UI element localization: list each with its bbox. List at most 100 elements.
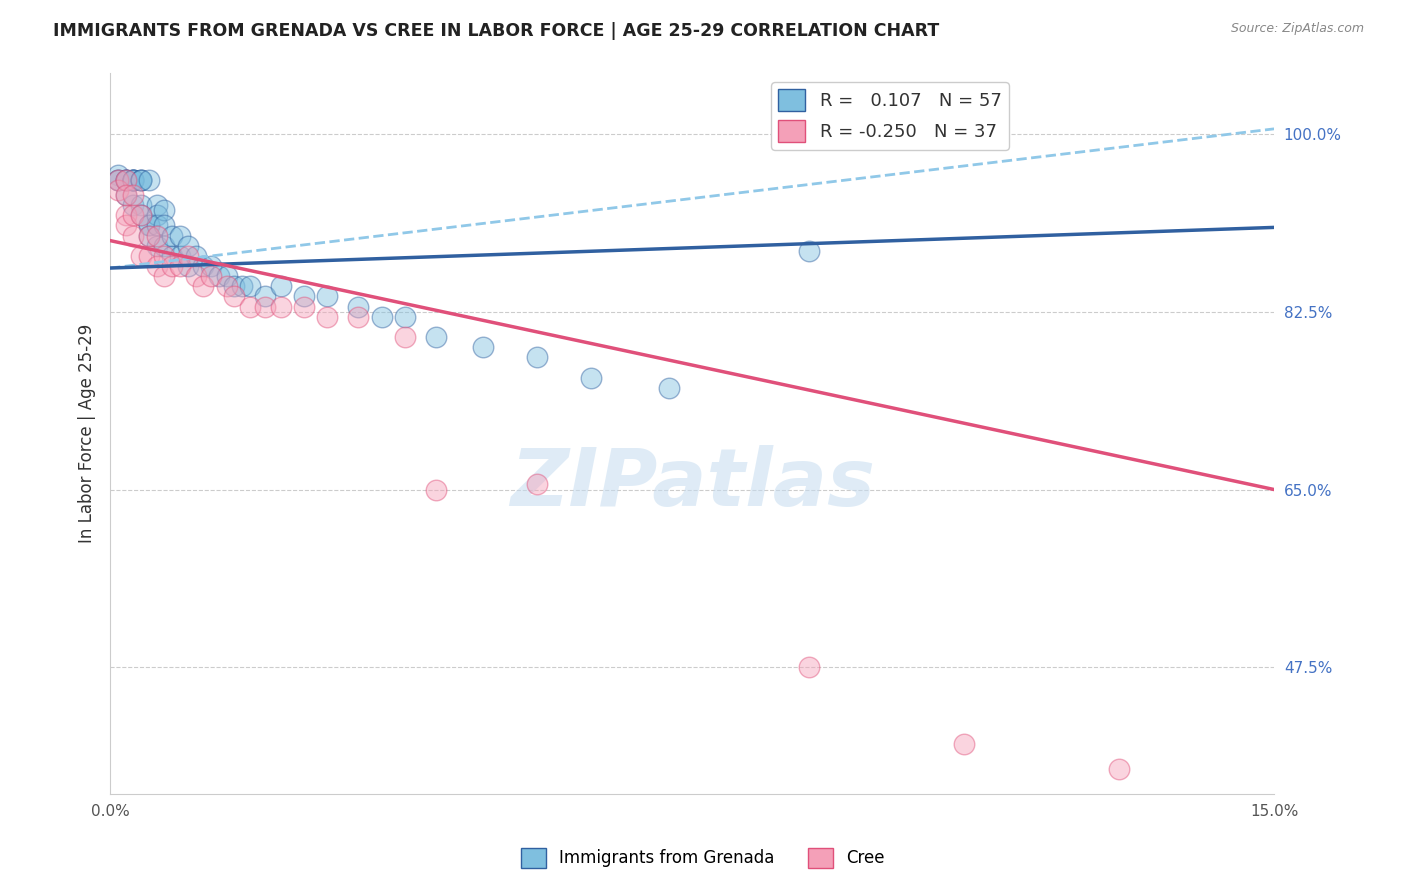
Point xyxy=(114,187,136,202)
Point xyxy=(316,289,339,303)
Point xyxy=(129,208,152,222)
Point xyxy=(371,310,394,324)
Point xyxy=(114,187,136,202)
Point xyxy=(292,289,315,303)
Point xyxy=(425,483,447,497)
Point xyxy=(138,172,160,186)
Point xyxy=(184,249,207,263)
Point xyxy=(347,300,370,314)
Legend: Immigrants from Grenada, Cree: Immigrants from Grenada, Cree xyxy=(515,841,891,875)
Point xyxy=(145,219,167,233)
Point xyxy=(145,208,167,222)
Point xyxy=(153,203,176,218)
Point xyxy=(122,172,145,186)
Point xyxy=(177,259,200,273)
Point xyxy=(122,172,145,186)
Point xyxy=(129,249,152,263)
Point xyxy=(169,228,191,243)
Point xyxy=(129,172,152,186)
Point xyxy=(138,228,160,243)
Point xyxy=(270,300,292,314)
Point xyxy=(153,238,176,252)
Point xyxy=(122,172,145,186)
Point xyxy=(122,172,145,186)
Point xyxy=(129,172,152,186)
Point xyxy=(107,172,129,186)
Point xyxy=(114,172,136,186)
Text: IMMIGRANTS FROM GRENADA VS CREE IN LABOR FORCE | AGE 25-29 CORRELATION CHART: IMMIGRANTS FROM GRENADA VS CREE IN LABOR… xyxy=(53,22,939,40)
Point xyxy=(107,172,129,186)
Point xyxy=(129,208,152,222)
Point xyxy=(347,310,370,324)
Point xyxy=(160,249,183,263)
Point xyxy=(425,330,447,344)
Point xyxy=(224,279,246,293)
Point xyxy=(107,172,129,186)
Point xyxy=(138,228,160,243)
Point xyxy=(122,198,145,212)
Point xyxy=(145,238,167,252)
Point xyxy=(316,310,339,324)
Point xyxy=(129,198,152,212)
Point xyxy=(231,279,253,293)
Point xyxy=(658,381,681,395)
Point xyxy=(160,228,183,243)
Point xyxy=(215,279,238,293)
Point xyxy=(1108,762,1130,776)
Text: Source: ZipAtlas.com: Source: ZipAtlas.com xyxy=(1230,22,1364,36)
Point xyxy=(526,477,548,491)
Point xyxy=(122,208,145,222)
Point xyxy=(169,249,191,263)
Point xyxy=(122,187,145,202)
Point xyxy=(160,259,183,273)
Point xyxy=(122,172,145,186)
Point xyxy=(208,269,231,284)
Point xyxy=(114,208,136,222)
Point xyxy=(153,219,176,233)
Point xyxy=(138,219,160,233)
Point xyxy=(270,279,292,293)
Point xyxy=(200,259,222,273)
Point xyxy=(177,238,200,252)
Point xyxy=(177,249,200,263)
Point xyxy=(129,172,152,186)
Point xyxy=(107,168,129,182)
Point xyxy=(394,330,416,344)
Point xyxy=(394,310,416,324)
Text: ZIPatlas: ZIPatlas xyxy=(509,445,875,523)
Point xyxy=(114,172,136,186)
Point xyxy=(797,660,820,674)
Point xyxy=(122,228,145,243)
Point xyxy=(239,300,262,314)
Point xyxy=(114,219,136,233)
Point xyxy=(239,279,262,293)
Point xyxy=(581,371,603,385)
Point xyxy=(138,219,160,233)
Point xyxy=(952,737,974,751)
Point xyxy=(114,172,136,186)
Point xyxy=(153,249,176,263)
Point xyxy=(153,269,176,284)
Point xyxy=(193,259,215,273)
Point xyxy=(145,228,167,243)
Point xyxy=(254,289,277,303)
Point xyxy=(471,340,494,354)
Point xyxy=(107,183,129,197)
Point xyxy=(138,249,160,263)
Point xyxy=(224,289,246,303)
Legend: R =   0.107   N = 57, R = -0.250   N = 37: R = 0.107 N = 57, R = -0.250 N = 37 xyxy=(770,82,1010,150)
Y-axis label: In Labor Force | Age 25-29: In Labor Force | Age 25-29 xyxy=(79,324,96,543)
Point xyxy=(169,259,191,273)
Point xyxy=(145,198,167,212)
Point xyxy=(292,300,315,314)
Point xyxy=(200,269,222,284)
Point xyxy=(526,351,548,365)
Point xyxy=(145,259,167,273)
Point xyxy=(254,300,277,314)
Point xyxy=(193,279,215,293)
Point xyxy=(797,244,820,258)
Point xyxy=(184,269,207,284)
Point xyxy=(215,269,238,284)
Point xyxy=(114,172,136,186)
Point xyxy=(114,172,136,186)
